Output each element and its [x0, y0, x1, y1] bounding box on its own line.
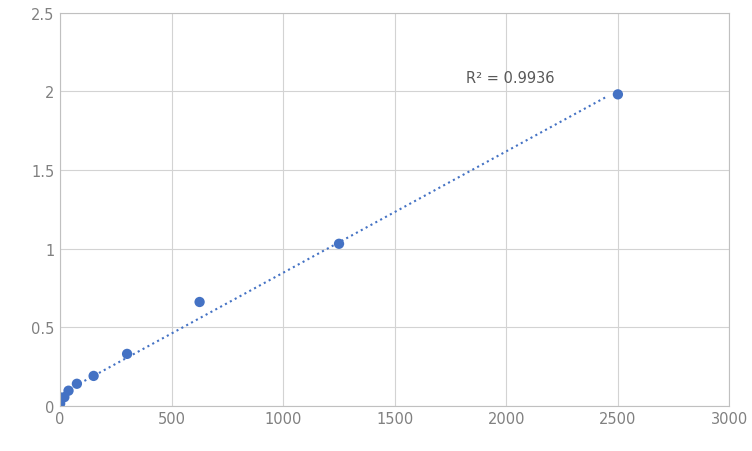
Point [333, 241, 345, 248]
Point [87, 373, 99, 380]
Point [71, 380, 83, 387]
Point [54, 400, 66, 407]
Point [193, 299, 205, 306]
Point [612, 92, 624, 99]
Text: R² = 0.9936: R² = 0.9936 [466, 70, 555, 85]
Point [121, 350, 133, 358]
Point [62, 387, 74, 395]
Point [59, 394, 71, 401]
